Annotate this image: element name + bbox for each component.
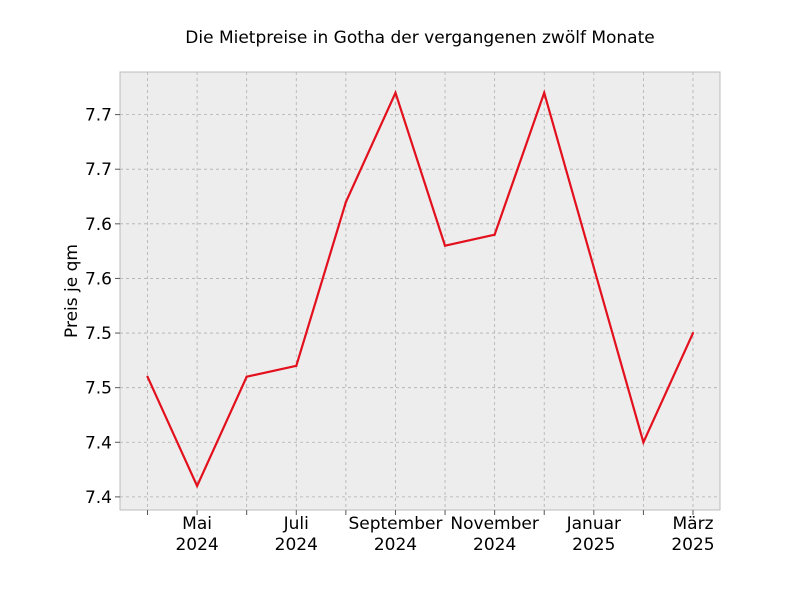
x-tick-label-year: 2024 bbox=[473, 535, 516, 555]
x-tick-label-year: 2024 bbox=[175, 535, 218, 555]
data-point bbox=[691, 331, 695, 335]
data-point bbox=[245, 375, 248, 378]
series-line bbox=[146, 89, 695, 489]
x-tick-label: Juli bbox=[283, 514, 309, 534]
data-point bbox=[344, 200, 347, 204]
data-point bbox=[592, 266, 595, 269]
axis-ticks bbox=[115, 114, 694, 515]
x-tick-label-year: 2024 bbox=[275, 535, 318, 555]
data-point bbox=[443, 244, 447, 247]
y-axis-tick-labels: 7.4 7.4 7.5 7.5 7.6 7.6 7.7 7.7 bbox=[85, 106, 112, 508]
data-point bbox=[394, 91, 397, 94]
series-layer bbox=[146, 89, 695, 489]
x-axis-tick-labels: Mai2024Juli2024September2024November2024… bbox=[175, 514, 714, 555]
y-tick-label: 7.7 bbox=[85, 106, 112, 126]
plot-area bbox=[119, 71, 721, 511]
data-point bbox=[295, 364, 298, 367]
data-point bbox=[642, 441, 645, 444]
x-tick-label: November bbox=[450, 514, 538, 534]
x-tick-label-year: 2025 bbox=[572, 535, 615, 555]
data-point bbox=[543, 91, 546, 94]
x-tick-label: September bbox=[348, 514, 442, 534]
data-point bbox=[195, 484, 199, 488]
x-tick-label: Mai bbox=[182, 514, 212, 534]
x-tick-label: März bbox=[673, 514, 714, 534]
y-tick-label: 7.7 bbox=[85, 160, 112, 180]
x-tick-label: Januar bbox=[566, 514, 621, 534]
y-tick-label: 7.6 bbox=[85, 215, 112, 235]
chart-title: Die Mietpreise in Gotha der vergangenen … bbox=[185, 28, 654, 48]
y-tick-label: 7.6 bbox=[85, 269, 112, 289]
x-tick-label-year: 2025 bbox=[671, 535, 714, 555]
x-tick-label-year: 2024 bbox=[374, 535, 417, 555]
data-point bbox=[146, 375, 149, 378]
y-tick-label: 7.5 bbox=[85, 379, 112, 399]
y-axis-label: Preis je qm bbox=[62, 244, 82, 338]
data-point bbox=[493, 233, 496, 236]
y-tick-label: 7.5 bbox=[85, 324, 112, 344]
y-tick-label: 7.4 bbox=[85, 488, 112, 508]
y-tick-label: 7.4 bbox=[85, 433, 112, 453]
grid bbox=[120, 72, 720, 510]
